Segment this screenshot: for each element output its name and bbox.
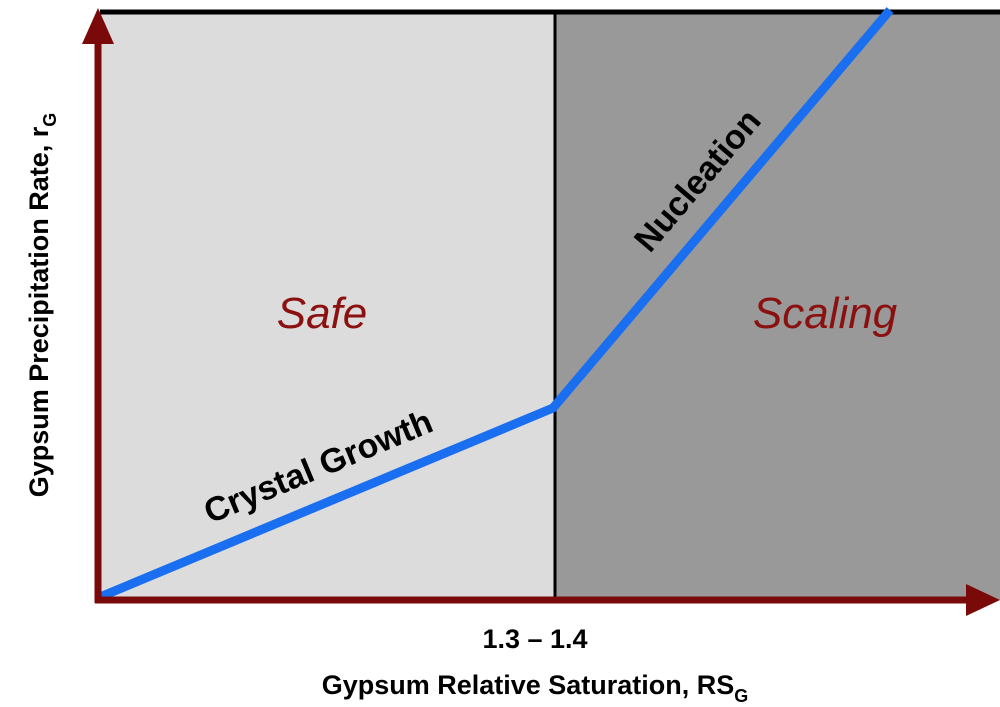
y-axis-label: Gypsum Precipitation Rate, rG	[24, 113, 60, 498]
y-axis-arrow	[82, 8, 114, 44]
threshold-label: 1.3 – 1.4	[482, 624, 587, 654]
y-axis-label-subscript: G	[40, 113, 60, 127]
x-axis-label: Gypsum Relative Saturation, RSG	[322, 670, 749, 706]
rate-curve	[98, 7, 894, 602]
y-axis-label-text: Gypsum Precipitation Rate, r	[24, 126, 54, 497]
x-axis-label-subscript: G	[734, 686, 748, 706]
scaling-region	[555, 12, 1000, 600]
region-label: Safe	[277, 289, 368, 338]
x-axis-label-text: Gypsum Relative Saturation, RS	[322, 670, 735, 700]
x-axis-arrow	[966, 584, 1000, 616]
region-label: Scaling	[753, 289, 898, 338]
